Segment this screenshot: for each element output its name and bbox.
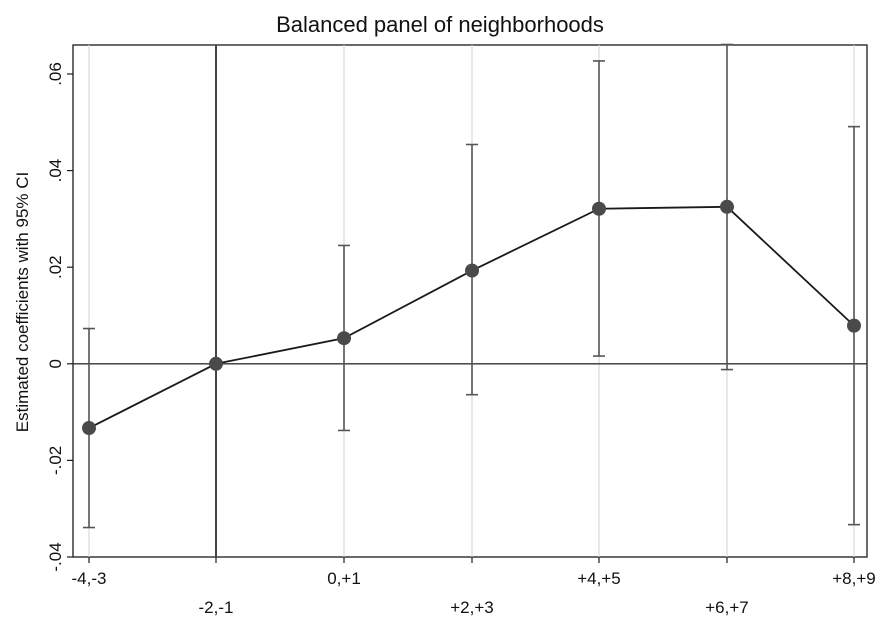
y-tick-label-2: 0	[46, 359, 65, 368]
x-tick-label-2: 0,+1	[327, 569, 361, 588]
x-tick-label-0: -4,-3	[72, 569, 107, 588]
x-tick-label-1: -2,-1	[199, 598, 234, 617]
y-tick-label-5: .06	[46, 62, 65, 86]
data-point-2	[337, 331, 351, 346]
x-tick-label-4: +4,+5	[577, 569, 621, 588]
data-point-0	[82, 421, 96, 436]
y-tick-label-4: .04	[46, 159, 65, 183]
y-tick-label-3: .02	[46, 255, 65, 279]
y-tick-label-1: -.02	[46, 446, 65, 475]
y-axis-title: Estimated coefficients with 95% CI	[13, 172, 32, 432]
data-point-1	[209, 356, 223, 371]
plot-frame	[72, 44, 868, 558]
data-point-3	[465, 263, 479, 278]
y-tick-label-0: -.04	[46, 542, 65, 571]
x-tick-label-5: +6,+7	[705, 598, 749, 617]
x-tick-label-3: +2,+3	[450, 598, 494, 617]
data-point-6	[847, 318, 861, 333]
data-point-5	[720, 199, 734, 214]
chart-title: Balanced panel of neighborhoods	[276, 12, 604, 37]
x-tick-label-6: +8,+9	[832, 569, 876, 588]
plot-area: -.04 -.02 0 .02 .04 .06 -4,-3 -2,-1 0,+1 +2,+3 +4,…	[46, 43, 876, 617]
data-point-4	[592, 201, 606, 216]
